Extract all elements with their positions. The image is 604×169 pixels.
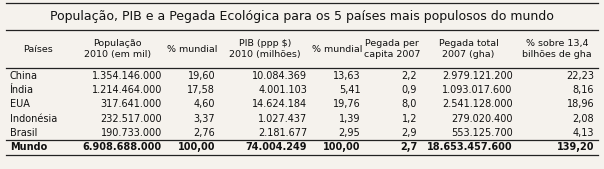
Text: 4,60: 4,60 bbox=[193, 99, 215, 109]
Text: 10.084.369: 10.084.369 bbox=[252, 71, 307, 81]
Text: 1.354.146.000: 1.354.146.000 bbox=[92, 71, 162, 81]
Text: PIB (ppp $)
2010 (milhões): PIB (ppp $) 2010 (milhões) bbox=[229, 39, 301, 59]
Text: 2.541.128.000: 2.541.128.000 bbox=[442, 99, 513, 109]
Text: Países: Países bbox=[23, 44, 53, 54]
Text: 1.214.464.000: 1.214.464.000 bbox=[92, 85, 162, 95]
Text: 190.733.000: 190.733.000 bbox=[101, 128, 162, 138]
Text: 1,39: 1,39 bbox=[339, 114, 361, 124]
Text: 1.093.017.600: 1.093.017.600 bbox=[443, 85, 513, 95]
Text: 139,20: 139,20 bbox=[557, 142, 594, 152]
Text: 317.641.000: 317.641.000 bbox=[101, 99, 162, 109]
Text: % mundial: % mundial bbox=[167, 44, 217, 54]
Text: Brasil: Brasil bbox=[10, 128, 37, 138]
Text: 1,2: 1,2 bbox=[402, 114, 417, 124]
Text: 74.004.249: 74.004.249 bbox=[246, 142, 307, 152]
Text: 100,00: 100,00 bbox=[178, 142, 215, 152]
Text: 279.020.400: 279.020.400 bbox=[451, 114, 513, 124]
Text: 1.027.437: 1.027.437 bbox=[258, 114, 307, 124]
Text: % mundial: % mundial bbox=[312, 44, 362, 54]
Text: Pegada per
capita 2007: Pegada per capita 2007 bbox=[364, 39, 420, 59]
Text: 19,60: 19,60 bbox=[187, 71, 215, 81]
Text: 2.181.677: 2.181.677 bbox=[258, 128, 307, 138]
Text: 2,95: 2,95 bbox=[339, 128, 361, 138]
Text: 4,13: 4,13 bbox=[573, 128, 594, 138]
Text: 8,16: 8,16 bbox=[573, 85, 594, 95]
Text: População, PIB e a Pegada Ecológica para os 5 países mais populosos do mundo: População, PIB e a Pegada Ecológica para… bbox=[50, 10, 554, 22]
Text: 17,58: 17,58 bbox=[187, 85, 215, 95]
Text: 2,2: 2,2 bbox=[402, 71, 417, 81]
Text: 0,9: 0,9 bbox=[402, 85, 417, 95]
Text: China: China bbox=[10, 71, 37, 81]
Text: 5,41: 5,41 bbox=[339, 85, 361, 95]
Text: 22,23: 22,23 bbox=[567, 71, 594, 81]
Text: 2,76: 2,76 bbox=[193, 128, 215, 138]
Text: % sobre 13,4
bilhões de gha: % sobre 13,4 bilhões de gha bbox=[522, 39, 592, 59]
Text: 6.908.688.000: 6.908.688.000 bbox=[83, 142, 162, 152]
Text: 2,7: 2,7 bbox=[400, 142, 417, 152]
Text: 553.125.700: 553.125.700 bbox=[451, 128, 513, 138]
Text: 18,96: 18,96 bbox=[567, 99, 594, 109]
Text: População
2010 (em mil): População 2010 (em mil) bbox=[84, 39, 151, 59]
Text: 8,0: 8,0 bbox=[402, 99, 417, 109]
Text: 2,08: 2,08 bbox=[573, 114, 594, 124]
Text: Pegada total
2007 (gha): Pegada total 2007 (gha) bbox=[439, 39, 498, 59]
Text: 13,63: 13,63 bbox=[333, 71, 361, 81]
Text: 14.624.184: 14.624.184 bbox=[252, 99, 307, 109]
Text: Mundo: Mundo bbox=[10, 142, 47, 152]
Text: 18.653.457.600: 18.653.457.600 bbox=[427, 142, 513, 152]
Text: Índia: Índia bbox=[10, 85, 34, 95]
Text: 19,76: 19,76 bbox=[333, 99, 361, 109]
Text: 2.979.121.200: 2.979.121.200 bbox=[442, 71, 513, 81]
Text: EUA: EUA bbox=[10, 99, 30, 109]
Text: Indonésia: Indonésia bbox=[10, 114, 57, 124]
Text: 4.001.103: 4.001.103 bbox=[259, 85, 307, 95]
Text: 2,9: 2,9 bbox=[402, 128, 417, 138]
Text: 3,37: 3,37 bbox=[193, 114, 215, 124]
Text: 232.517.000: 232.517.000 bbox=[100, 114, 162, 124]
Text: 100,00: 100,00 bbox=[323, 142, 361, 152]
